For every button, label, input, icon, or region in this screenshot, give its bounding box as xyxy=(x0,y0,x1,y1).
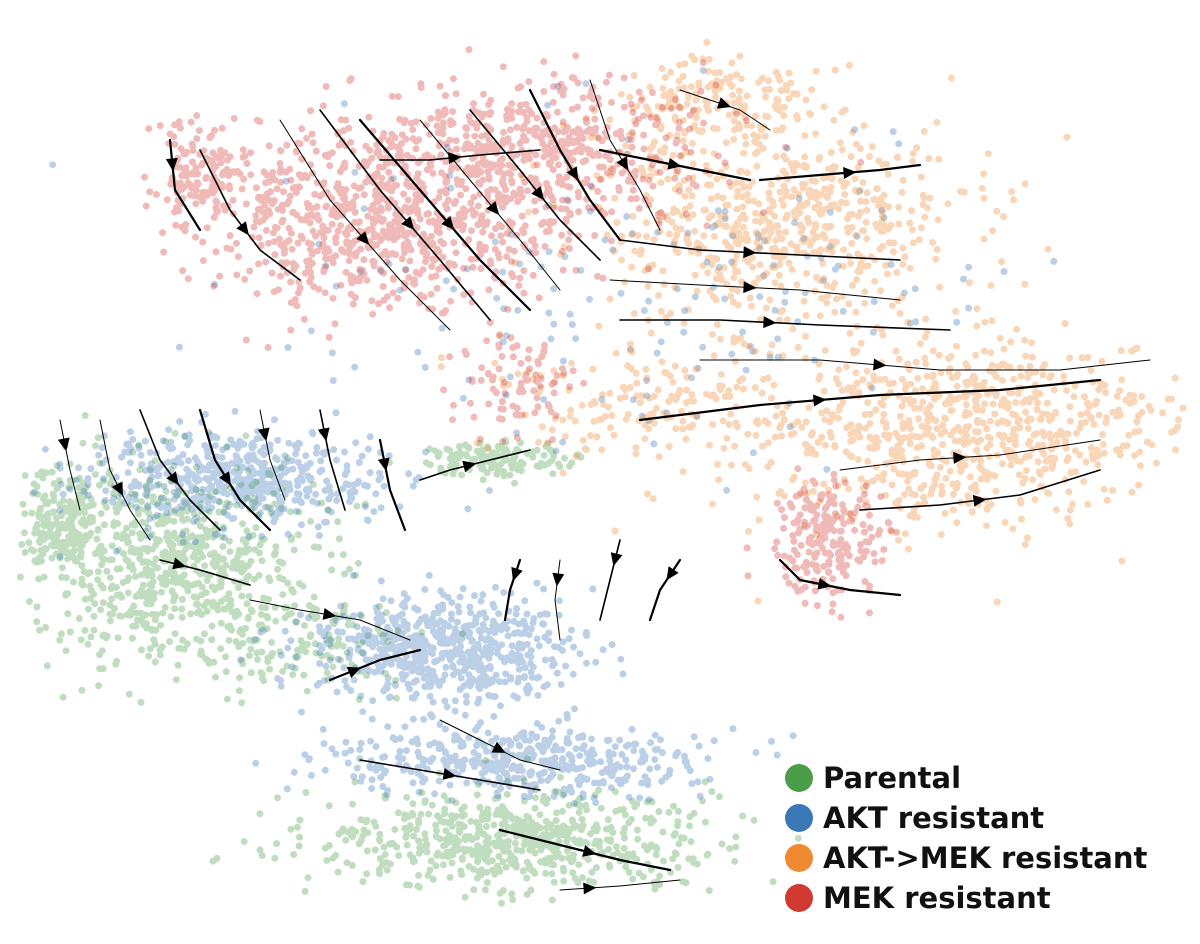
streamline-arrowhead xyxy=(486,201,500,215)
streamline-arrowhead xyxy=(257,427,270,442)
streamline-arrowhead xyxy=(566,166,579,181)
streamline-arrowhead xyxy=(667,157,682,170)
streamline-arrowhead xyxy=(236,221,249,236)
streamline xyxy=(168,138,202,232)
streamline-arrowhead xyxy=(582,845,597,857)
streamline xyxy=(159,559,251,586)
streamline-arrowhead xyxy=(511,566,523,582)
streamline-arrowhead xyxy=(447,152,462,165)
streamline-arrowhead xyxy=(356,231,370,245)
streamline xyxy=(259,409,286,501)
streamline-arrowhead xyxy=(111,481,123,496)
streamline-arrowhead xyxy=(743,281,757,294)
streamline-arrowhead xyxy=(716,97,732,109)
streamline xyxy=(638,378,1102,422)
scatter-points-akt-mek-resistant xyxy=(437,38,1187,606)
streamline-arrowhead xyxy=(322,608,337,620)
streamline-arrowhead xyxy=(462,460,477,473)
legend-swatch-akt-resistant xyxy=(785,804,813,832)
streamline xyxy=(599,539,621,621)
streamline-arrowhead xyxy=(843,167,857,180)
streamline-arrowhead xyxy=(346,666,362,678)
streamline-arrowhead xyxy=(172,557,187,570)
streamline-arrowhead xyxy=(610,552,623,567)
streamline-arrowhead xyxy=(441,216,455,230)
scatter-points-akt-resistant xyxy=(30,67,1058,808)
streamline-arrowhead xyxy=(813,394,827,407)
streamline-arrowhead xyxy=(743,246,757,259)
legend-item-akt-resistant: AKT resistant xyxy=(785,798,1147,838)
streamline-arrowhead xyxy=(666,566,679,581)
streamline-arrowhead xyxy=(763,316,777,329)
streamline-arrowhead xyxy=(972,494,987,507)
streamline xyxy=(554,559,561,641)
legend-item-akt-mek-resistant: AKT->MEK resistant xyxy=(785,838,1147,878)
streamline-arrowhead xyxy=(531,186,545,201)
streamline xyxy=(648,558,682,622)
streamline-arrowhead xyxy=(377,457,390,472)
legend-swatch-mek-resistant xyxy=(785,884,813,912)
streamline-arrowhead xyxy=(165,157,178,172)
streamline-arrowhead xyxy=(317,427,330,442)
legend-label-parental: Parental xyxy=(823,761,962,795)
streamline xyxy=(699,359,1151,371)
legend-label-akt-mek-resistant: AKT->MEK resistant xyxy=(823,841,1148,875)
streamline-arrowhead xyxy=(491,741,506,753)
streamline xyxy=(319,409,346,511)
legend-item-parental: Parental xyxy=(785,758,1147,798)
streamline xyxy=(378,438,407,532)
streamline-arrowhead xyxy=(616,156,629,171)
streamline xyxy=(59,419,81,511)
streamline-arrowhead xyxy=(953,451,967,464)
streamline xyxy=(328,648,422,682)
legend-swatch-parental xyxy=(785,764,813,792)
streamline-arrowhead xyxy=(442,768,457,780)
streamline-arrowhead xyxy=(218,471,231,486)
streamline-arrowhead xyxy=(873,358,887,371)
streamline-arrowhead xyxy=(401,216,415,230)
streamline-arrowhead xyxy=(552,572,565,587)
scatter-points-mek-resistant xyxy=(141,46,901,621)
legend: Parental AKT resistant AKT->MEK resistan… xyxy=(785,758,1147,918)
legend-item-mek-resistant: MEK resistant xyxy=(785,878,1147,918)
legend-swatch-akt-mek-resistant xyxy=(785,844,813,872)
legend-label-mek-resistant: MEK resistant xyxy=(823,881,1051,915)
streamline xyxy=(559,879,681,891)
streamline-arrowhead xyxy=(57,437,70,452)
streamline-arrowhead xyxy=(817,577,832,590)
streamline-arrowhead xyxy=(166,471,179,486)
streamline-arrowhead xyxy=(583,882,597,895)
legend-label-akt-resistant: AKT resistant xyxy=(823,801,1045,835)
